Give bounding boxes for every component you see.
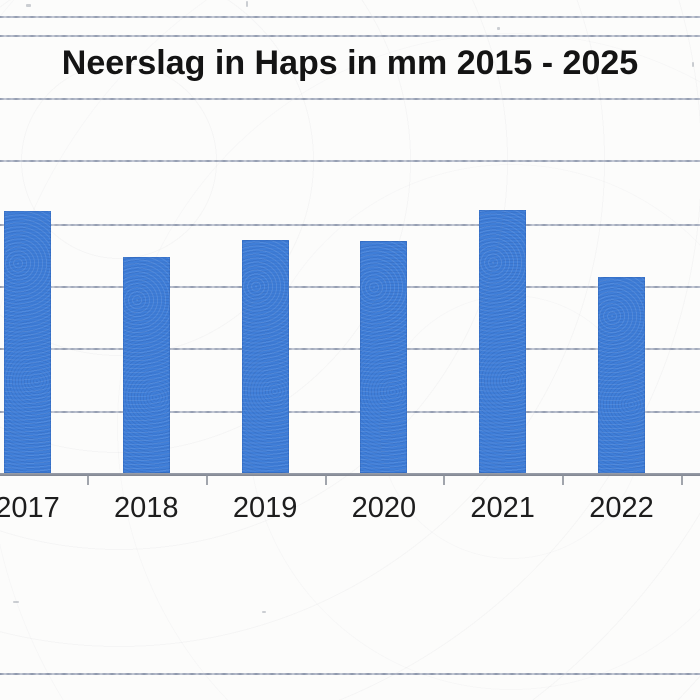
gridline [0, 286, 700, 288]
chart-bottom-border [0, 673, 700, 675]
bar-2020 [360, 241, 408, 473]
bar-2022 [598, 277, 645, 473]
x-axis-tick [680, 475, 683, 485]
x-label-2020: 2020 [351, 492, 417, 524]
gridline [0, 348, 700, 350]
bar-2019 [241, 240, 289, 473]
bar-2018 [122, 257, 170, 473]
scan-speck [692, 62, 694, 67]
x-label-2017: 2017 [0, 492, 60, 524]
x-label-2021: 2021 [470, 492, 535, 524]
scan-speck [497, 27, 500, 30]
x-axis-tick [562, 475, 565, 485]
x-axis-tick [443, 475, 446, 485]
gridline [0, 98, 700, 100]
chart-title: Neerslag in Haps in mm 2015 - 2025 [61, 44, 639, 82]
scan-speck [246, 1, 248, 7]
x-axis-tick [86, 475, 89, 485]
scan-speck [26, 4, 31, 7]
gridline [0, 224, 700, 226]
x-axis-tick [324, 475, 327, 485]
gridline [0, 16, 700, 18]
gridline [0, 411, 700, 413]
gridline [0, 35, 700, 37]
x-label-2018: 2018 [114, 492, 179, 524]
x-label-2019: 2019 [232, 492, 298, 524]
scan-speck [13, 601, 19, 603]
bar-2017 [4, 211, 51, 473]
x-axis-line [0, 473, 700, 476]
bar-2021 [479, 210, 527, 473]
x-label-2022: 2022 [589, 492, 654, 524]
x-axis-tick [205, 475, 208, 485]
gridline [0, 160, 700, 162]
scan-speck [262, 611, 266, 613]
